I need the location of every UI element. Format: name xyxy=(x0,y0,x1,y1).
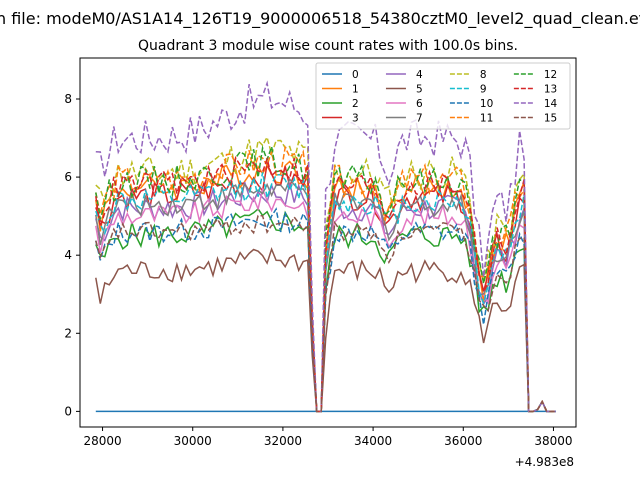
legend-label: 10 xyxy=(480,98,493,110)
figure-suptitle: n file: modeM0/AS1A14_126T19_9000006518_… xyxy=(0,9,640,29)
y-tick-label: 2 xyxy=(64,326,72,340)
series-line-12 xyxy=(95,143,556,413)
y-tick-label: 6 xyxy=(64,170,72,184)
legend-label: 8 xyxy=(480,69,487,81)
x-tick-label: 30000 xyxy=(174,434,212,448)
axes-frame xyxy=(79,57,577,428)
x-tick-label: 32000 xyxy=(264,434,302,448)
legend-label: 4 xyxy=(416,69,423,81)
x-axis: 28000 30000 32000 34000 36000 38000 xyxy=(83,427,573,448)
legend-label: 7 xyxy=(416,113,423,125)
series-line-8 xyxy=(95,135,556,413)
series-line-14 xyxy=(95,80,556,413)
x-tick-label: 34000 xyxy=(354,434,392,448)
series-line-10 xyxy=(95,207,556,413)
legend-frame xyxy=(315,62,571,130)
legend-label: 13 xyxy=(544,84,557,96)
x-tick-label: 28000 xyxy=(83,434,121,448)
x-tick-label: 38000 xyxy=(534,434,572,448)
legend-label: 9 xyxy=(480,84,487,96)
legend-label: 12 xyxy=(544,69,557,81)
y-tick-label: 0 xyxy=(64,404,72,418)
y-tick-label: 4 xyxy=(64,248,72,262)
legend-label: 5 xyxy=(416,84,423,96)
legend-label: 11 xyxy=(480,113,493,125)
series-line-13 xyxy=(95,155,556,413)
plot-area xyxy=(95,80,556,413)
legend-label: 2 xyxy=(352,98,359,110)
legend-label: 15 xyxy=(544,113,557,125)
legend-label: 1 xyxy=(352,84,359,96)
series-line-2 xyxy=(95,207,556,413)
series-line-15 xyxy=(95,214,556,413)
legend-label: 0 xyxy=(352,69,359,81)
x-tick-label: 36000 xyxy=(444,434,482,448)
y-axis: 0 2 4 6 8 xyxy=(64,92,80,418)
legend-label: 6 xyxy=(416,98,423,110)
series-line-5 xyxy=(95,247,556,413)
chart-title: Quadrant 3 module wise count rates with … xyxy=(138,38,518,54)
legend-label: 14 xyxy=(544,98,558,110)
x-offset-text: +4.983e8 xyxy=(515,455,574,469)
legend-label: 3 xyxy=(352,113,359,125)
y-tick-label: 8 xyxy=(64,92,72,106)
